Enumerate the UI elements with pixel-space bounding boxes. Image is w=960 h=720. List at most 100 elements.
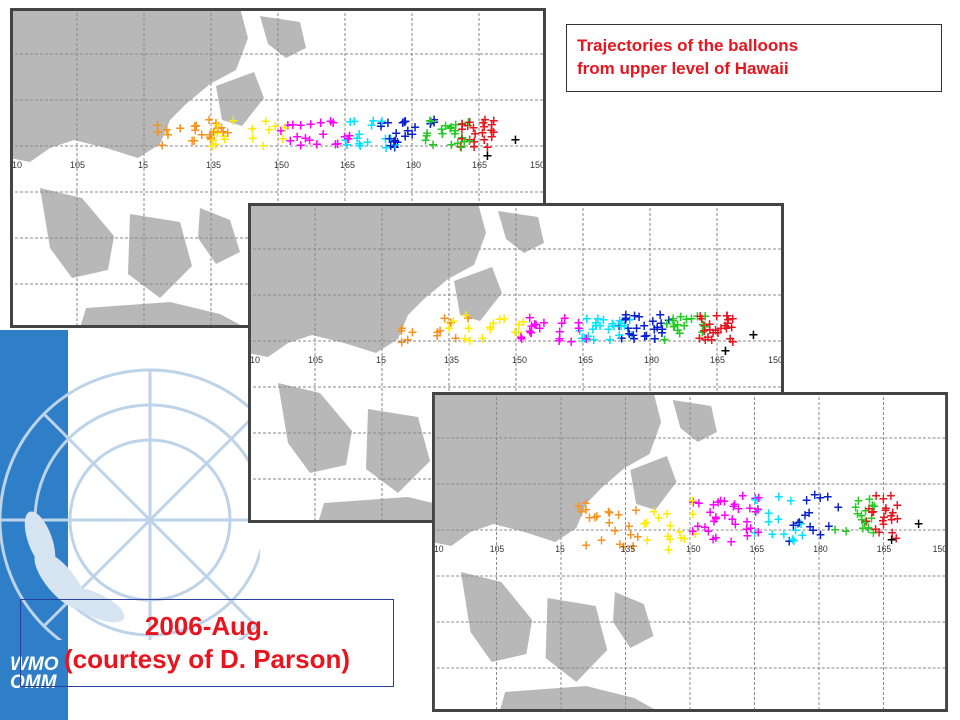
trajectory-marker: + — [576, 505, 586, 520]
trajectory-marker: + — [428, 138, 439, 153]
lon-label: 165 — [710, 355, 725, 365]
trajectory-marker: + — [228, 114, 239, 129]
trajectory-marker: + — [750, 493, 760, 508]
trajectory-marker: + — [626, 528, 636, 543]
trajectory-map-3: + + + + + + + + + + + + + + + + + + + + + + + + + + + + + + + + + + + + + + + +… — [432, 392, 948, 712]
trajectory-marker: + — [891, 531, 901, 546]
trajectory-marker: + — [748, 328, 759, 343]
trajectory-marker: + — [340, 134, 351, 149]
trajectory-marker: + — [647, 314, 658, 329]
trajectory-marker: + — [206, 131, 217, 146]
trajectory-marker: + — [580, 496, 590, 511]
trajectory-marker: + — [633, 530, 643, 545]
trajectory-marker: + — [713, 326, 724, 341]
trajectory-marker: + — [706, 333, 717, 348]
trajectory-marker: + — [860, 504, 870, 519]
trajectory-marker: + — [590, 510, 600, 525]
trajectory-marker: + — [823, 490, 833, 505]
trajectory-marker: + — [457, 117, 468, 132]
trajectory-marker: + — [464, 133, 475, 148]
trajectory-marker: + — [390, 134, 401, 149]
trajectory-marker: + — [175, 121, 186, 136]
trajectory-marker: + — [355, 139, 366, 154]
trajectory-marker: + — [616, 316, 627, 331]
trajectory-marker: + — [295, 139, 306, 154]
trajectory-marker: + — [604, 506, 614, 521]
trajectory-marker: + — [815, 528, 825, 543]
trajectory-marker: + — [619, 540, 629, 555]
trajectory-marker: + — [639, 329, 650, 344]
trajectory-marker: + — [426, 115, 437, 130]
trajectory-marker: + — [300, 132, 311, 147]
trajectory-marker: + — [389, 141, 400, 156]
trajectory-marker: + — [607, 317, 618, 332]
trajectory-marker: + — [282, 119, 293, 134]
trajectory-marker: + — [788, 518, 798, 533]
trajectory-marker: + — [556, 317, 567, 332]
trajectory-marker: + — [377, 115, 388, 130]
trajectory-marker: + — [429, 116, 440, 131]
trajectory-marker: + — [446, 121, 457, 136]
lon-label: 105 — [308, 355, 323, 365]
trajectory-marker: + — [686, 312, 697, 327]
trajectory-marker: + — [518, 315, 529, 330]
trajectory-marker: + — [421, 129, 432, 144]
trajectory-marker: + — [396, 321, 407, 336]
trajectory-marker: + — [704, 323, 715, 338]
trajectory-marker: + — [868, 505, 878, 520]
trajectory-marker: + — [663, 314, 674, 329]
trajectory-marker: + — [824, 519, 834, 534]
trajectory-marker: + — [863, 521, 873, 536]
trajectory-marker: + — [285, 134, 296, 149]
lon-label: 165 — [578, 355, 593, 365]
trajectory-marker: + — [385, 139, 396, 154]
trajectory-marker: + — [886, 509, 896, 524]
trajectory-marker: + — [708, 532, 718, 547]
trajectory-marker: + — [800, 508, 810, 523]
trajectory-marker: + — [655, 308, 666, 323]
trajectory-marker: + — [581, 332, 592, 347]
trajectory-marker: + — [720, 508, 730, 523]
trajectory-marker: + — [649, 332, 660, 347]
trajectory-marker: + — [710, 323, 721, 338]
trajectory-marker: + — [315, 116, 326, 131]
trajectory-marker: + — [247, 132, 258, 147]
trajectory-marker: + — [624, 519, 634, 534]
trajectory-marker: + — [584, 511, 594, 526]
trajectory-marker: + — [614, 328, 625, 343]
trajectory-marker: + — [753, 503, 763, 518]
trajectory-marker: + — [462, 119, 473, 134]
trajectory-marker: + — [692, 309, 703, 324]
trajectory-marker: + — [452, 136, 463, 151]
trajectory-marker: + — [397, 116, 408, 131]
trajectory-marker: + — [161, 123, 172, 138]
trajectory-marker: + — [247, 122, 258, 137]
trajectory-marker: + — [742, 529, 752, 544]
trajectory-marker: + — [698, 318, 709, 333]
trajectory-marker: + — [793, 516, 803, 531]
trajectory-marker: + — [210, 138, 221, 153]
trajectory-marker: + — [157, 139, 168, 154]
trajectory-marker: + — [480, 113, 491, 128]
trajectory-marker: + — [554, 332, 565, 347]
lon-label: 15 — [138, 160, 148, 170]
lon-label: 180 — [813, 544, 828, 554]
trajectory-marker: + — [592, 312, 603, 327]
trajectory-marker: + — [720, 319, 731, 334]
trajectory-marker: + — [833, 500, 843, 515]
trajectory-marker: + — [270, 120, 281, 135]
lon-label: 150 — [686, 544, 701, 554]
trajectory-marker: + — [212, 119, 223, 134]
lon-label: 165 — [340, 160, 355, 170]
trajectory-marker: + — [863, 522, 873, 537]
trajectory-marker: + — [354, 128, 365, 143]
trajectory-marker: + — [786, 494, 796, 509]
trajectory-marker: + — [729, 497, 739, 512]
lon-label: 180 — [644, 355, 659, 365]
trajectory-marker: + — [856, 509, 866, 524]
trajectory-marker: + — [587, 323, 598, 338]
trajectory-marker: + — [477, 126, 488, 141]
lon-label: 105 — [490, 544, 505, 554]
trajectory-marker: + — [596, 533, 606, 548]
trajectory-marker: + — [649, 323, 660, 338]
